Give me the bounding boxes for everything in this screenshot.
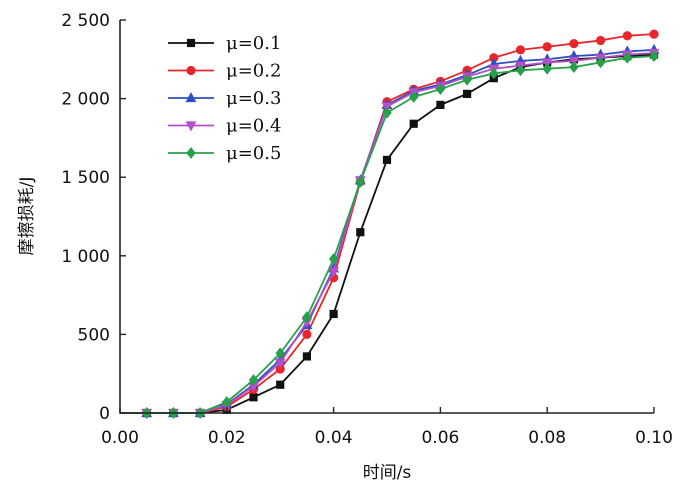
data-point (302, 329, 312, 339)
data-point (569, 38, 579, 49)
x-tick-label: 0.06 (421, 428, 459, 448)
data-point (489, 67, 499, 80)
axes (119, 20, 654, 414)
y-tick-label: 0 (99, 404, 110, 424)
data-point (302, 311, 312, 323)
data-point (435, 83, 446, 96)
data-point (462, 73, 472, 86)
data-point (595, 56, 606, 69)
legend-item: μ=0.4 (168, 116, 281, 137)
y-axis-title: 摩擦损耗/J (17, 177, 37, 256)
data-point (595, 35, 606, 46)
y-tick-label: 2 500 (61, 11, 110, 31)
data-point (328, 253, 339, 265)
data-point (382, 155, 392, 165)
x-tick-label: 0.08 (528, 428, 566, 448)
data-point (328, 267, 339, 278)
legend-marker (186, 65, 196, 76)
data-point (302, 352, 312, 361)
data-point (329, 309, 338, 319)
legend-marker (186, 147, 196, 159)
legend-item: μ=0.3 (168, 88, 281, 109)
data-point (622, 51, 633, 64)
data-point (248, 374, 259, 386)
data-point (649, 50, 659, 62)
y-tick-label: 2 000 (61, 90, 110, 110)
x-tick-label: 0.04 (315, 428, 353, 448)
data-point (462, 89, 472, 98)
legend: μ=0.1 μ=0.2 μ=0.3 μ=0.4 μ=0.5 (168, 33, 281, 164)
legend-label: μ=0.5 (226, 143, 281, 164)
x-axis-title: 时间/s (363, 463, 412, 483)
legend-label: μ=0.4 (226, 116, 281, 137)
data-point (275, 347, 285, 360)
legend-marker (186, 38, 196, 48)
legend-item: μ=0.1 (168, 33, 281, 54)
data-point (515, 45, 526, 55)
y-tick-label: 1 500 (61, 168, 110, 188)
data-point (355, 176, 366, 188)
series-layer (120, 29, 660, 420)
legend-label: μ=0.1 (226, 33, 281, 54)
data-point (542, 42, 552, 52)
data-point (622, 31, 632, 41)
data-point (436, 100, 445, 109)
series-line (120, 33, 655, 414)
legend-item: μ=0.2 (168, 61, 281, 82)
x-tick-label: 0.02 (208, 428, 246, 448)
data-point (276, 380, 285, 389)
data-point (569, 61, 579, 73)
y-tick-label: 500 (78, 325, 110, 345)
x-tick-label: 0.00 (101, 428, 139, 448)
data-point (542, 62, 552, 75)
legend-label: μ=0.2 (226, 61, 281, 82)
data-point (408, 91, 419, 103)
axis-frame (119, 20, 654, 414)
legend-marker (185, 91, 197, 103)
y-tick-label: 1 000 (61, 247, 110, 267)
data-point (249, 393, 258, 402)
data-point (356, 228, 365, 237)
ticks: 0.00 0.02 0.04 0.06 0.08 0.10 0 500 1 000 1 500 2 … (61, 11, 673, 448)
series-4 (120, 48, 660, 420)
legend-item: μ=0.5 (168, 143, 281, 164)
legend-marker (185, 121, 197, 132)
data-point (382, 106, 392, 119)
legend-label: μ=0.3 (226, 88, 281, 109)
series-2 (120, 29, 659, 418)
data-point (649, 29, 659, 39)
data-point (409, 119, 418, 128)
x-tick-label: 0.10 (635, 428, 673, 448)
data-point (515, 64, 526, 77)
